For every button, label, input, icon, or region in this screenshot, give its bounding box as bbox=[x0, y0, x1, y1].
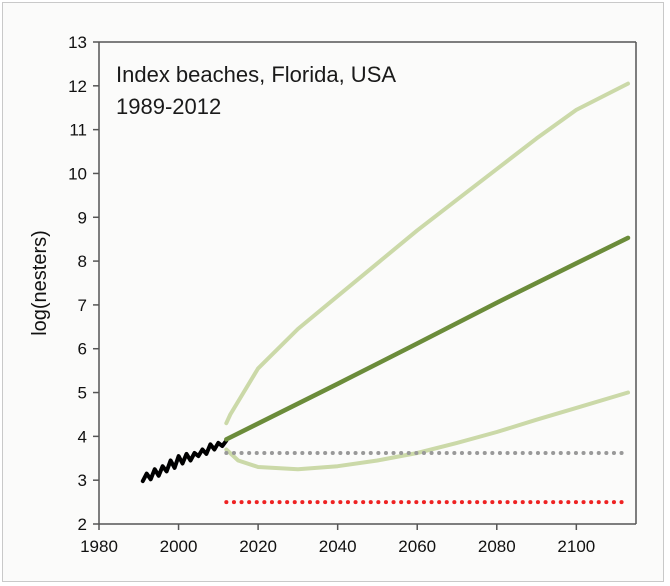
annotation-line-2: 1989-2012 bbox=[116, 94, 221, 119]
y-tick-label: 2 bbox=[78, 515, 87, 534]
chart-frame bbox=[2, 2, 664, 582]
projection-median-line bbox=[224, 235, 631, 442]
y-tick-label: 5 bbox=[78, 384, 87, 403]
projection-lower-bound-line bbox=[224, 390, 630, 472]
x-tick-label: 2000 bbox=[160, 537, 198, 556]
y-tick-label: 13 bbox=[68, 33, 87, 52]
y-tick-label: 4 bbox=[78, 427, 87, 446]
x-tick-label: 1980 bbox=[80, 537, 118, 556]
y-tick-label: 11 bbox=[69, 121, 87, 140]
x-ticks: 1980 2000 2020 2040 2060 2080 2100 bbox=[80, 524, 595, 556]
x-tick-label: 2100 bbox=[557, 537, 595, 556]
axes bbox=[98, 41, 637, 525]
y-tick-label: 7 bbox=[78, 296, 87, 315]
y-tick-label: 9 bbox=[78, 208, 87, 227]
x-tick-label: 2020 bbox=[239, 537, 277, 556]
series-layer bbox=[140, 81, 631, 505]
x-tick-label: 2080 bbox=[478, 537, 516, 556]
x-tick-label: 2040 bbox=[319, 537, 357, 556]
projection-upper-bound-line bbox=[224, 81, 630, 426]
y-ticks: 2 3 4 5 6 7 8 9 10 11 12 13 bbox=[68, 33, 99, 534]
annotation-line-1: Index beaches, Florida, USA bbox=[116, 62, 396, 87]
y-axis-title: log(nesters) bbox=[29, 230, 51, 336]
y-tick-label: 6 bbox=[78, 340, 87, 359]
y-tick-label: 10 bbox=[68, 164, 87, 183]
y-tick-label: 3 bbox=[78, 471, 87, 490]
y-tick-label: 8 bbox=[78, 252, 87, 271]
y-tick-label: 12 bbox=[68, 77, 87, 96]
observed-series-line bbox=[140, 438, 229, 484]
x-tick-label: 2060 bbox=[398, 537, 436, 556]
